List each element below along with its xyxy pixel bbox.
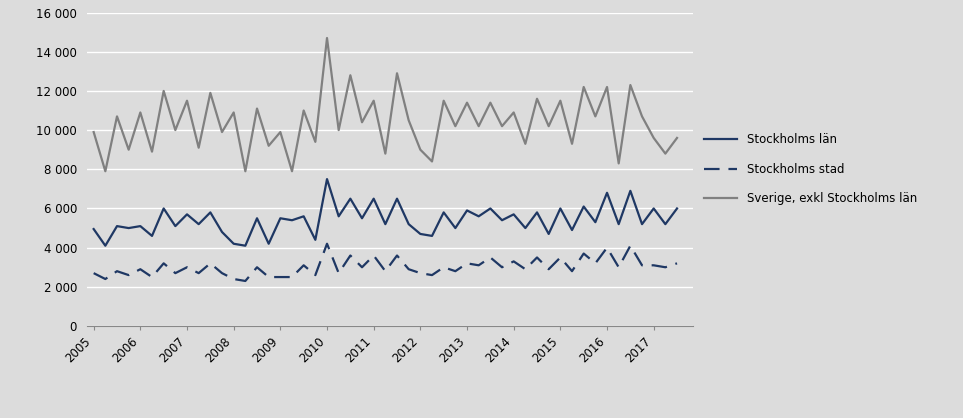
Stockholms stad (88, 270, 99, 275)
Stockholms län (532, 210, 543, 215)
Stockholms stad (496, 265, 508, 270)
Line: Sverige, exkl Stockholms län: Sverige, exkl Stockholms län (93, 38, 677, 171)
Sverige, exkl Stockholms län (671, 135, 683, 140)
Stockholms stad (532, 255, 543, 260)
Sverige, exkl Stockholms län (660, 151, 671, 156)
Stockholms län (286, 218, 298, 223)
Sverige, exkl Stockholms län (274, 130, 286, 135)
Sverige, exkl Stockholms län (532, 96, 543, 101)
Stockholms stad (660, 265, 671, 270)
Stockholms stad (286, 275, 298, 280)
Sverige, exkl Stockholms län (286, 169, 298, 174)
Line: Stockholms stad: Stockholms stad (93, 244, 677, 281)
Stockholms län (99, 243, 111, 248)
Stockholms län (88, 227, 99, 232)
Stockholms stad (274, 275, 286, 280)
Sverige, exkl Stockholms län (88, 130, 99, 135)
Legend: Stockholms län, Stockholms stad, Sverige, exkl Stockholms län: Stockholms län, Stockholms stad, Sverige… (699, 129, 922, 210)
Stockholms län (322, 176, 333, 181)
Stockholms stad (322, 241, 333, 246)
Sverige, exkl Stockholms län (99, 169, 111, 174)
Stockholms län (274, 216, 286, 221)
Stockholms län (496, 218, 508, 223)
Sverige, exkl Stockholms län (322, 36, 333, 41)
Stockholms län (228, 241, 240, 246)
Sverige, exkl Stockholms län (496, 124, 508, 129)
Stockholms län (671, 206, 683, 211)
Stockholms stad (240, 278, 251, 283)
Stockholms län (660, 222, 671, 227)
Stockholms stad (671, 261, 683, 266)
Stockholms stad (217, 270, 228, 275)
Sverige, exkl Stockholms län (228, 110, 240, 115)
Line: Stockholms län: Stockholms län (93, 179, 677, 246)
